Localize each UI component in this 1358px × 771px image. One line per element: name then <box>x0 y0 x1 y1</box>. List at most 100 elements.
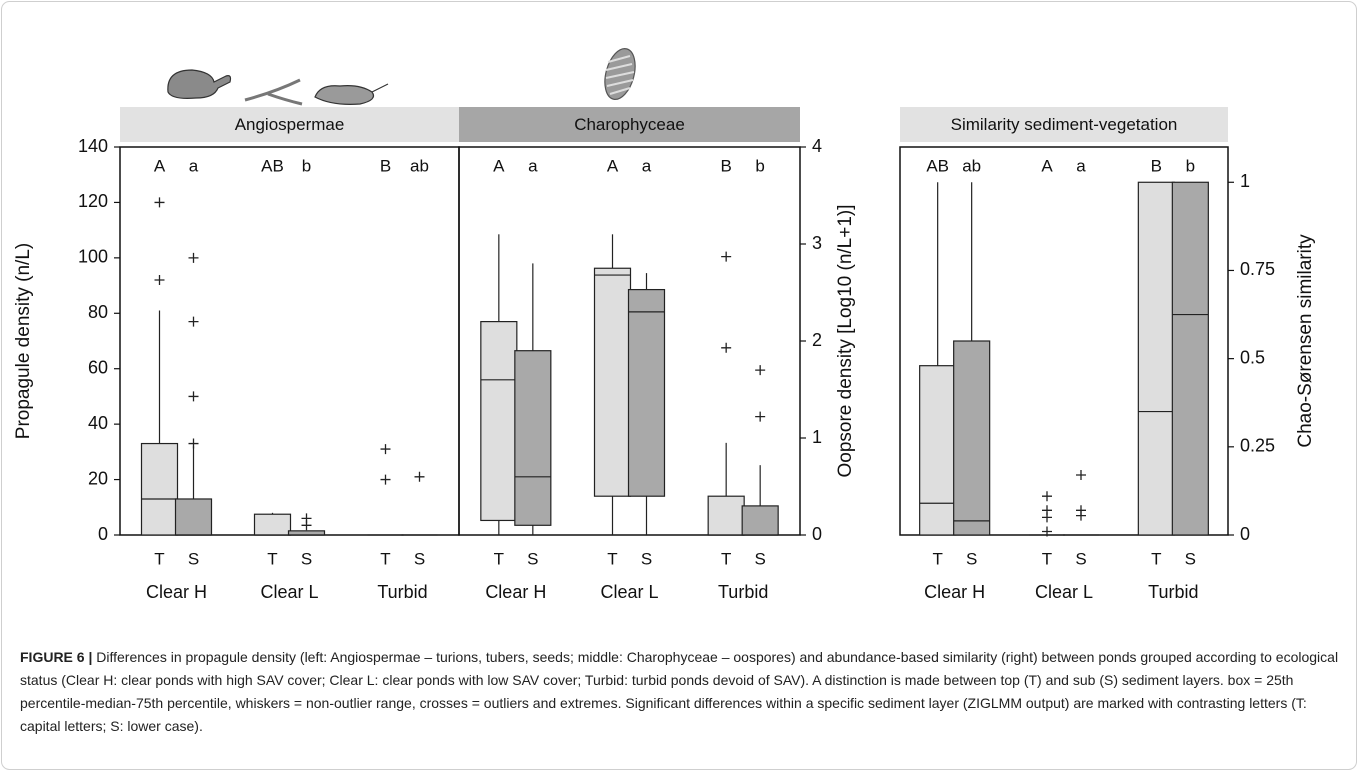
y-tick-label: 0.25 <box>1240 436 1275 456</box>
group-label: Clear H <box>924 582 985 602</box>
box <box>287 530 326 536</box>
panel-header <box>120 107 459 142</box>
outlier <box>1076 470 1086 481</box>
turion-icon <box>167 69 232 99</box>
outlier <box>721 251 732 262</box>
group-label: Clear H <box>485 582 546 602</box>
layer-label: T <box>1151 549 1161 568</box>
box <box>1171 181 1209 536</box>
box <box>741 505 779 536</box>
panel-title: Angiospermae <box>235 115 345 134</box>
group-label: Turbid <box>718 582 768 602</box>
box <box>707 495 745 536</box>
y-tick-label: 120 <box>78 191 108 211</box>
outlier <box>1076 510 1086 521</box>
y-axis-label: Propagule density (n/L) <box>13 243 34 439</box>
layer-label: T <box>380 549 390 568</box>
significance-letter: a <box>1076 156 1086 175</box>
y-tick-label: 2 <box>812 330 822 350</box>
outlier <box>1042 491 1052 502</box>
layer-label: T <box>1042 549 1052 568</box>
layer-label: S <box>1075 549 1086 568</box>
angiosperm-icons <box>167 69 389 106</box>
significance-letter: ab <box>962 156 981 175</box>
layer-label: S <box>188 549 199 568</box>
significance-letter: AB <box>926 156 949 175</box>
y-tick-label: 1 <box>812 427 822 447</box>
significance-letter: a <box>189 156 199 175</box>
group-label: Clear L <box>260 582 318 602</box>
significance-letter: B <box>1151 156 1162 175</box>
outlier <box>1042 512 1052 523</box>
y-tick-label: 60 <box>88 357 108 377</box>
outlier <box>755 411 766 422</box>
layer-label: T <box>721 549 731 568</box>
group-label: Turbid <box>1148 582 1198 602</box>
outlier <box>1042 526 1052 537</box>
box <box>174 498 213 536</box>
y-tick-label: 3 <box>812 233 822 253</box>
significance-letter: b <box>1186 156 1195 175</box>
group-label: Clear L <box>1035 582 1093 602</box>
box <box>953 340 991 536</box>
layer-label: S <box>301 549 312 568</box>
y-axis-label: Chao-Sørensen similarity <box>1295 234 1316 448</box>
significance-letter: B <box>380 156 391 175</box>
layer-label: S <box>641 549 652 568</box>
group-label: Turbid <box>377 582 427 602</box>
group-label: Clear L <box>600 582 658 602</box>
layer-label: S <box>754 549 765 568</box>
layer-label: S <box>1185 549 1196 568</box>
significance-letter: a <box>642 156 652 175</box>
y-tick-label: 0.75 <box>1240 259 1275 279</box>
significance-letter: A <box>607 156 619 175</box>
significance-letter: b <box>302 156 311 175</box>
y-tick-label: 80 <box>88 302 108 322</box>
y-tick-label: 0 <box>1240 524 1250 544</box>
layer-label: S <box>414 549 425 568</box>
outlier <box>188 391 199 402</box>
outlier <box>380 474 391 485</box>
panel-title: Similarity sediment-vegetation <box>951 115 1178 134</box>
y-tick-label: 0.5 <box>1240 347 1265 367</box>
outlier <box>188 438 199 449</box>
significance-letter: AB <box>261 156 284 175</box>
outlier <box>380 444 391 455</box>
y-tick-label: 1 <box>1240 171 1250 191</box>
layer-label: T <box>267 549 277 568</box>
box <box>480 321 518 522</box>
panel-title: Charophyceae <box>574 115 685 134</box>
outlier <box>755 365 766 376</box>
outlier <box>154 197 165 208</box>
box <box>514 350 552 526</box>
tuber-icon <box>244 78 303 106</box>
significance-letter: ab <box>410 156 429 175</box>
layer-label: T <box>154 549 164 568</box>
significance-letter: a <box>528 156 538 175</box>
outlier <box>188 252 199 263</box>
outlier <box>188 316 199 327</box>
layer-label: T <box>932 549 942 568</box>
oospore-icon <box>604 48 636 100</box>
significance-letter: b <box>755 156 764 175</box>
y-tick-label: 40 <box>88 413 108 433</box>
panel-header <box>459 107 800 142</box>
y-tick-label: 20 <box>88 468 108 488</box>
significance-letter: A <box>1041 156 1053 175</box>
y-tick-label: 0 <box>98 524 108 544</box>
box <box>1137 181 1175 536</box>
y-tick-label: 0 <box>812 524 822 544</box>
group-label: Clear H <box>146 582 207 602</box>
layer-label: S <box>966 549 977 568</box>
outlier <box>414 471 425 482</box>
caption-text: Differences in propagule density (left: … <box>20 649 1339 734</box>
layer-label: S <box>527 549 538 568</box>
oospore-ridges <box>605 55 635 95</box>
significance-letter: B <box>720 156 731 175</box>
y-axis-label: Oopsore density [Log10 (n/L+1)] <box>835 204 856 477</box>
significance-letter: A <box>493 156 505 175</box>
panel-header <box>900 107 1228 142</box>
seed-icon <box>314 85 375 105</box>
